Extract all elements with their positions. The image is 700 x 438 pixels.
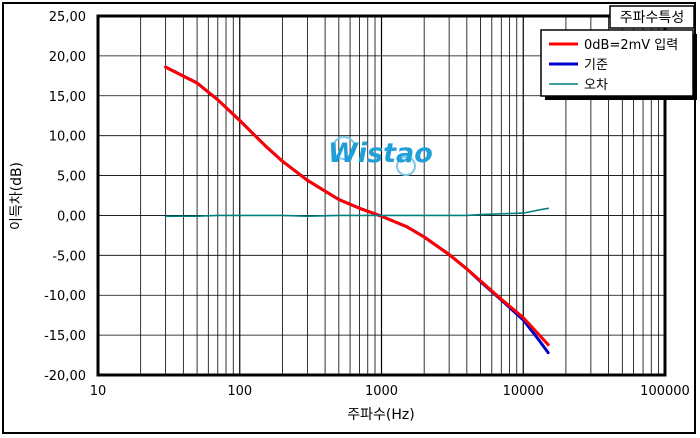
series-line-1 xyxy=(164,65,550,347)
grid-lines xyxy=(98,16,665,375)
plot-area-border xyxy=(96,14,667,377)
series-lines xyxy=(164,65,550,355)
watermark-ring-left xyxy=(332,136,356,160)
x-tick-label: 1000 xyxy=(365,384,398,399)
legend-label-3: 오차 xyxy=(584,78,608,93)
series-line-3 xyxy=(164,207,550,217)
y-tick-label: 20,00 xyxy=(49,50,86,65)
watermark-ring-right xyxy=(396,156,416,176)
y-tick-label: -15,00 xyxy=(44,329,86,344)
y-tick-label: 0,00 xyxy=(57,209,86,224)
x-tick-label: 100000 xyxy=(640,384,690,399)
x-tick-label: 10000 xyxy=(503,384,544,399)
watermark: Wistao xyxy=(328,136,433,176)
series-line-2 xyxy=(164,65,550,355)
y-tick-label: -10,00 xyxy=(44,289,86,304)
legend-label-1: 0dB=2mV 입력 xyxy=(584,38,678,53)
y-tick-label: 10,00 xyxy=(49,130,86,145)
x-axis-label: 주파수(Hz) xyxy=(347,407,414,423)
y-tick-label: -5,00 xyxy=(52,249,86,264)
watermark-logo: Wistao xyxy=(328,138,433,169)
chart-title: 주파수특성 xyxy=(620,10,684,26)
tick-labels: 10 100 1000 10000 100000 25,00 20,00 15,00 10,00… xyxy=(44,10,690,399)
y-tick-label: 15,00 xyxy=(49,90,86,105)
y-tick-label: 25,00 xyxy=(49,10,86,25)
chart-title-box: 주파수특성 xyxy=(609,5,695,29)
x-tick-label: 100 xyxy=(227,384,252,399)
y-tick-label: 5,00 xyxy=(57,170,86,185)
x-tick-label: 10 xyxy=(90,384,107,399)
legend-label-2: 기준 xyxy=(584,58,608,73)
y-axis-label: 이득차(dB) xyxy=(9,162,25,230)
y-tick-label: -20,00 xyxy=(44,369,86,384)
